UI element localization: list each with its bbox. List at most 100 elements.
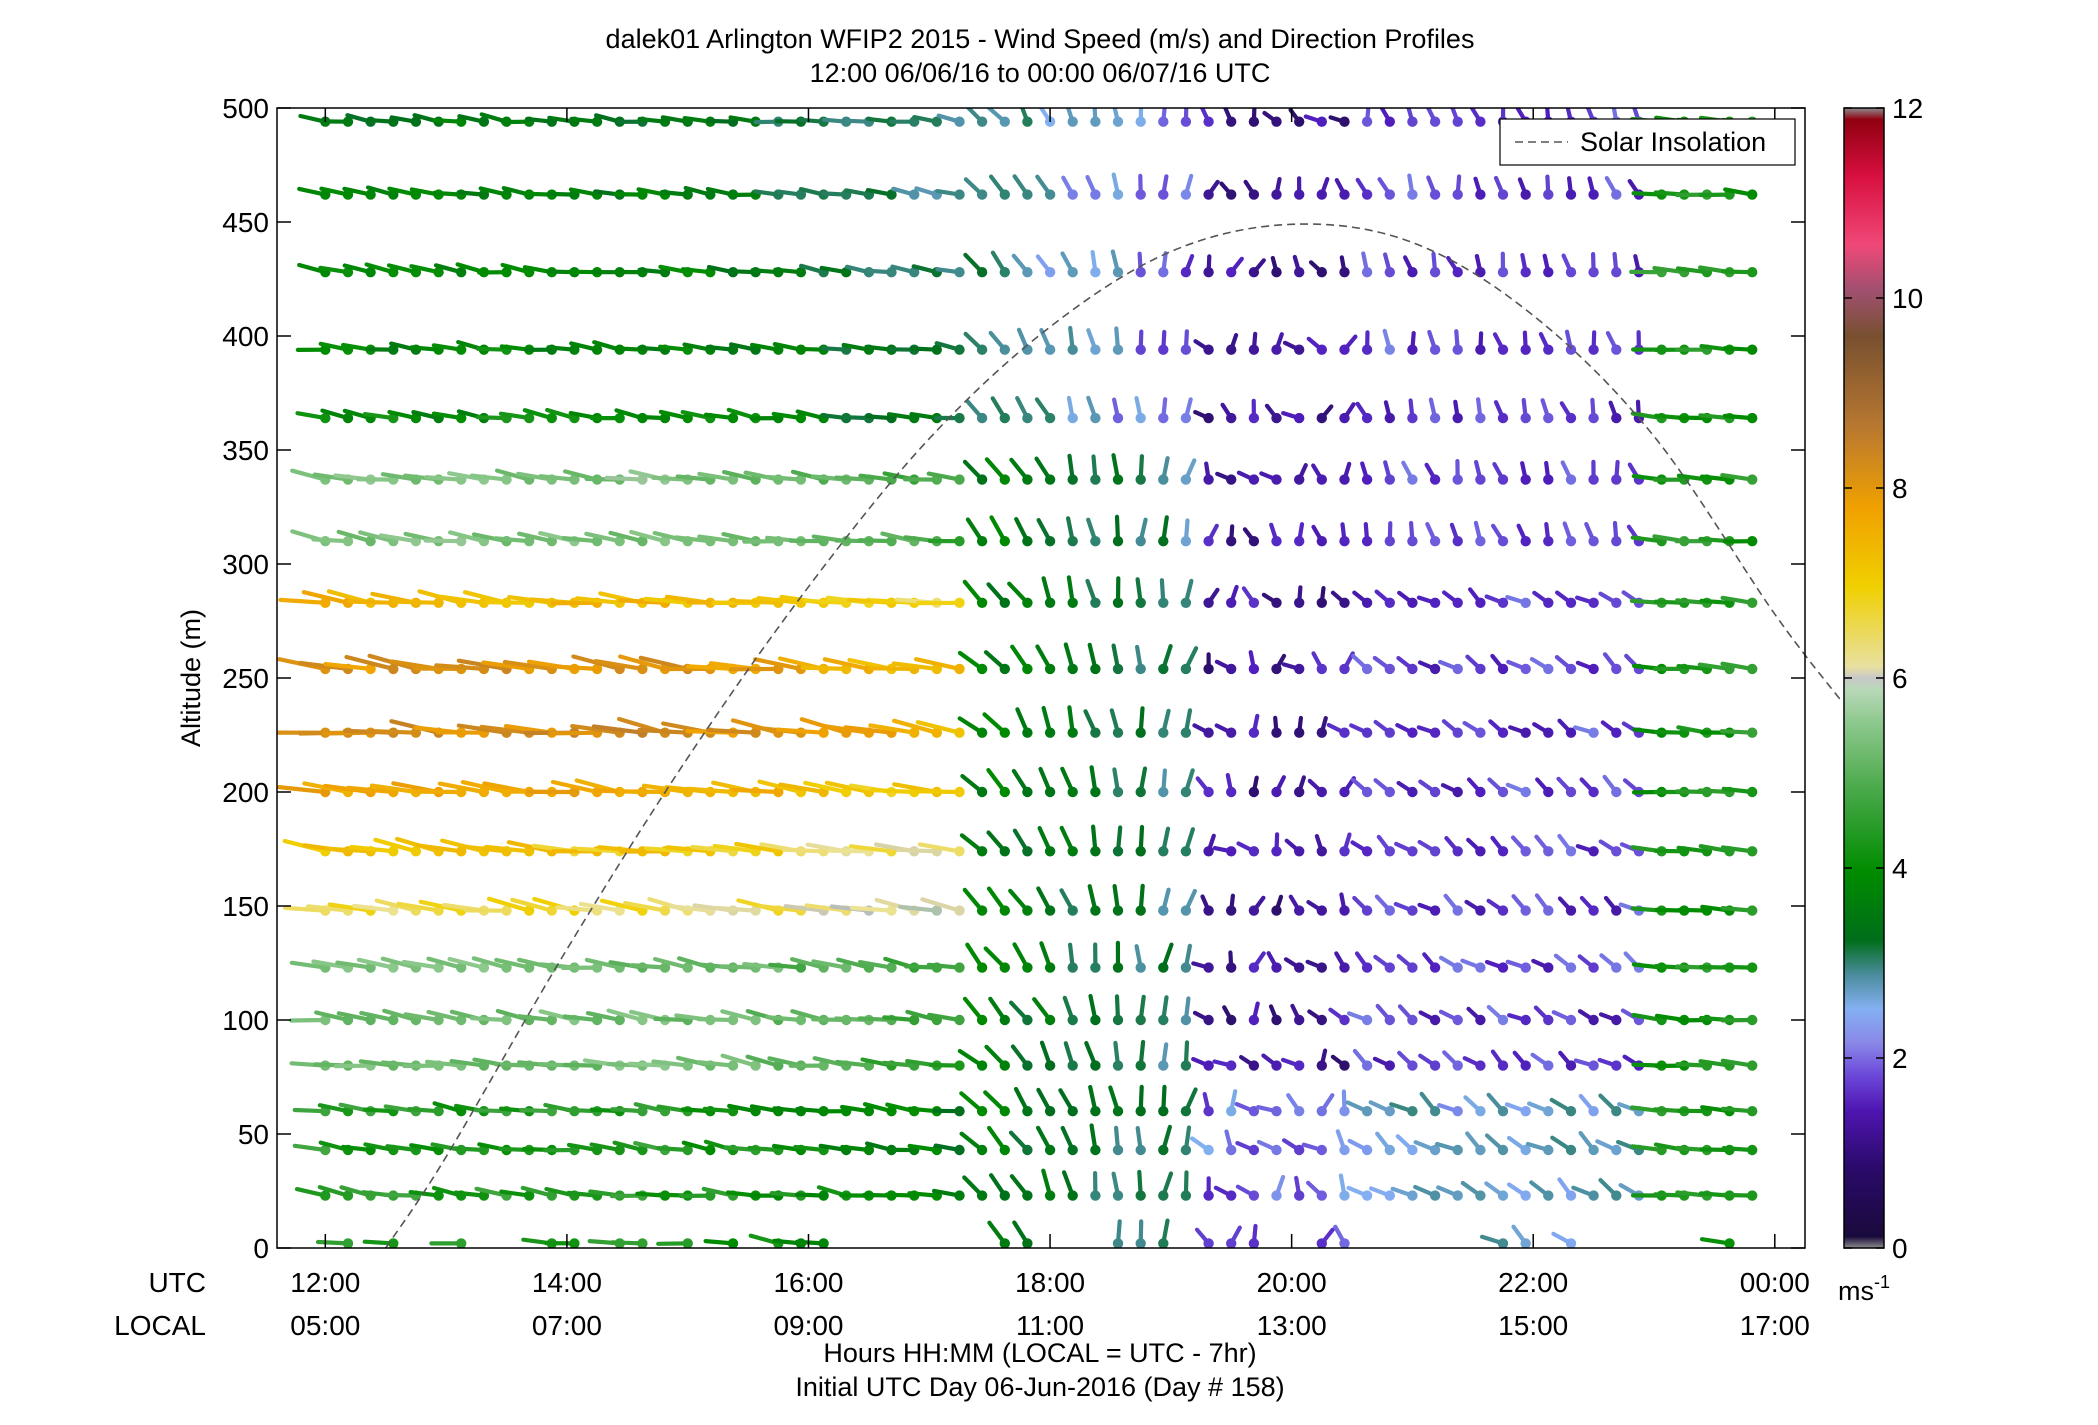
barb-dot bbox=[1543, 786, 1554, 798]
barb-dot bbox=[727, 1014, 739, 1026]
barb-dot bbox=[954, 962, 965, 973]
barb-dot bbox=[1339, 1190, 1350, 1201]
barb-dot bbox=[1226, 1144, 1237, 1156]
barb-dot bbox=[433, 962, 444, 973]
barb-dot bbox=[1747, 344, 1758, 355]
barb-dot bbox=[1067, 1144, 1078, 1156]
barb-dot bbox=[1565, 786, 1577, 798]
barb-stick bbox=[618, 789, 668, 795]
barb-dot bbox=[1565, 1190, 1577, 1201]
barb-dot bbox=[1248, 663, 1260, 675]
barb-dot bbox=[1747, 786, 1758, 798]
barb-dot bbox=[1316, 412, 1328, 424]
barb-dot bbox=[795, 412, 807, 424]
barb-dot bbox=[1044, 727, 1056, 738]
barb-dot bbox=[1384, 1190, 1396, 1201]
barb-stick bbox=[426, 956, 464, 970]
barb-dot bbox=[501, 474, 512, 485]
barb-stick bbox=[775, 727, 826, 735]
barb-stick bbox=[653, 1016, 690, 1023]
barb-dot bbox=[388, 905, 399, 916]
barb-dot bbox=[1112, 1060, 1124, 1071]
wind-barbs bbox=[277, 108, 1758, 1248]
barb-dot bbox=[1226, 597, 1237, 608]
barb-dot bbox=[931, 905, 942, 916]
barb-dot bbox=[1452, 1144, 1463, 1156]
barb-dot bbox=[1724, 1238, 1735, 1248]
barb-stick bbox=[484, 844, 532, 854]
barb-dot bbox=[1384, 1106, 1396, 1117]
barb-dot bbox=[456, 412, 467, 424]
barb-dot bbox=[1361, 116, 1373, 127]
barb-stick bbox=[423, 538, 464, 544]
barb-dot bbox=[1180, 474, 1192, 485]
barb-dot bbox=[456, 267, 467, 278]
barb-dot bbox=[1226, 663, 1237, 675]
barb-dot bbox=[1588, 786, 1599, 798]
barb-dot bbox=[1203, 846, 1214, 857]
barb-dot bbox=[388, 267, 399, 278]
barb-dot bbox=[1497, 663, 1509, 675]
barb-stick bbox=[335, 960, 373, 970]
barb-dot bbox=[1611, 1106, 1622, 1117]
barb-stick bbox=[789, 957, 826, 970]
barb-dot bbox=[999, 846, 1010, 857]
barb-dot bbox=[1611, 727, 1622, 738]
barb-dot bbox=[682, 1060, 693, 1071]
barb-dot bbox=[1565, 267, 1577, 278]
barb-dot bbox=[1067, 267, 1078, 278]
barb-dot bbox=[1452, 474, 1463, 485]
barb-dot bbox=[1520, 1144, 1531, 1156]
barb-dot bbox=[1497, 962, 1509, 973]
barb-dot bbox=[1135, 1060, 1146, 1071]
barb-dot bbox=[1565, 846, 1577, 857]
barb-stick bbox=[479, 724, 532, 735]
barb-dot bbox=[1090, 116, 1101, 127]
barb-dot bbox=[659, 536, 671, 547]
barb-dot bbox=[342, 116, 354, 127]
barb-dot bbox=[1044, 412, 1056, 424]
barb-stick bbox=[895, 847, 939, 854]
barb-dot bbox=[1565, 412, 1577, 424]
barb-dot bbox=[1747, 597, 1758, 608]
barb-dot bbox=[1271, 1190, 1282, 1201]
barb-dot bbox=[1022, 597, 1033, 608]
barb-stick bbox=[298, 660, 351, 672]
barb-dot bbox=[1090, 1014, 1101, 1026]
barb-stick bbox=[652, 956, 690, 970]
barb-dot bbox=[1158, 1190, 1169, 1201]
barb-dot bbox=[1565, 1014, 1577, 1026]
barb-dot bbox=[1747, 905, 1758, 916]
barb-dot bbox=[1158, 1106, 1169, 1117]
barb-dot bbox=[1543, 1060, 1554, 1071]
barb-dot bbox=[1475, 1060, 1486, 1071]
barb-dot bbox=[1565, 1060, 1577, 1071]
x-tick-label-local: 05:00 bbox=[290, 1310, 360, 1341]
barb-dot bbox=[909, 189, 920, 200]
barb-dot bbox=[1497, 1060, 1509, 1071]
barb-dot bbox=[999, 1238, 1010, 1248]
barb-dot bbox=[1520, 536, 1531, 547]
barb-stick bbox=[374, 898, 418, 913]
barb-dot bbox=[1135, 846, 1146, 857]
barb-stick bbox=[502, 659, 554, 672]
barb-dot bbox=[1316, 846, 1328, 857]
colorbar-tick-label: 10 bbox=[1892, 283, 1923, 314]
barb-stick bbox=[306, 904, 351, 913]
x-tick-label-utc: 16:00 bbox=[773, 1267, 843, 1298]
barb-dot bbox=[1452, 412, 1463, 424]
barb-dot bbox=[637, 1014, 648, 1026]
barb-stick bbox=[314, 1010, 351, 1023]
barb-dot bbox=[320, 1144, 331, 1156]
barb-dot bbox=[1090, 597, 1101, 608]
chart-subtitle: 12:00 06/06/16 to 00:00 06/07/16 UTC bbox=[810, 58, 1271, 88]
barb-dot bbox=[524, 412, 535, 424]
barb-stick bbox=[312, 472, 351, 482]
barb-dot bbox=[1226, 846, 1237, 857]
barb-dot bbox=[1112, 846, 1124, 857]
barb-dot bbox=[1226, 344, 1237, 355]
colorbar-tick-label: 8 bbox=[1892, 473, 1908, 504]
barb-dot bbox=[591, 344, 603, 355]
barb-dot bbox=[976, 1060, 988, 1071]
y-axis-label: Altitude (m) bbox=[176, 609, 206, 747]
